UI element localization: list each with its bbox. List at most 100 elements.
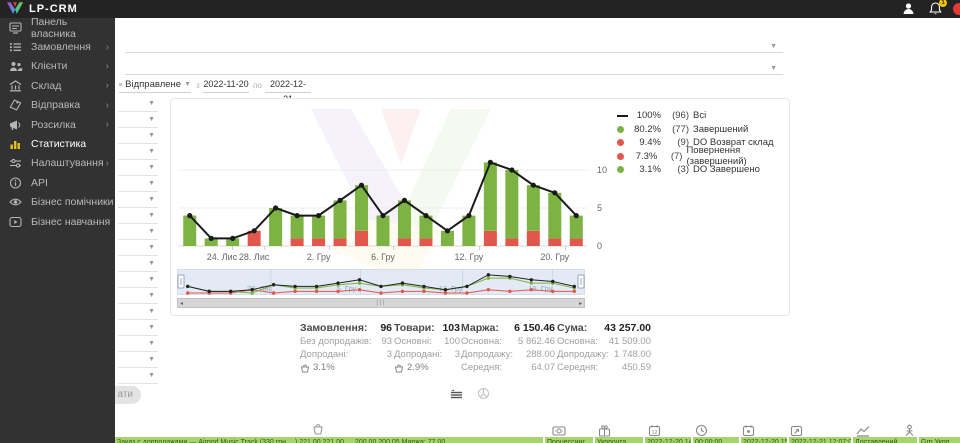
legend-item[interactable]: 7.3% (7) Повернення (завершений) (617, 145, 789, 167)
svg-text:5. Гру: 5. Гру (337, 284, 357, 293)
chart-navigator[interactable]: 28. Лис 5. Гру 12. Гру 19. Гру (177, 269, 585, 295)
stat-value: 103 (442, 322, 460, 334)
lg-cnt: (77) (672, 123, 689, 135)
mini-filter-select[interactable]: ▼ (118, 112, 158, 128)
user-account-icon[interactable] (902, 2, 915, 20)
sidebar-item-assistants[interactable]: Бізнес помічники (0, 193, 115, 212)
mini-filter-select[interactable]: ▼ (118, 256, 158, 272)
mini-filter-select[interactable]: ▼ (118, 160, 158, 176)
chevron-down-icon: ▼ (148, 372, 155, 379)
order-row-cell[interactable]: Доставлений (853, 437, 917, 443)
sidebar-item-orders[interactable]: Замовлення › (0, 37, 115, 56)
stat-sub-row: Без допродажів: 93 (300, 335, 392, 348)
date-type-select[interactable]: Відправлене ▼ (119, 77, 191, 93)
filter-select-2[interactable]: ▼ (125, 55, 783, 75)
order-row-cell[interactable]: Укрпочта (595, 437, 643, 443)
legend-dot-swatch (617, 166, 631, 174)
mini-filter-select[interactable]: ▼ (118, 272, 158, 288)
stat-sub-row: Середня: 64.07 (461, 361, 555, 374)
lg-cnt: (7) (670, 150, 683, 162)
mini-filter-select[interactable]: ▼ (118, 128, 158, 144)
date-from-input[interactable]: 2022-11-20 (203, 77, 249, 93)
order-row-cell[interactable]: 2022-12-21 12:07:05 (789, 437, 851, 443)
sidebar-item-shipping[interactable]: Відправка › (0, 96, 115, 115)
legend-item[interactable]: 100% (96) Всі (617, 109, 789, 123)
sidebar-item-label: Розсилка (31, 118, 76, 131)
mini-filter-select[interactable]: ▼ (118, 192, 158, 208)
mini-filter-select[interactable]: ▼ (118, 224, 158, 240)
notifications-bell-icon[interactable]: 1 (929, 0, 947, 20)
order-row-cell[interactable]: Процессинг (545, 437, 593, 443)
sidebar-item-settings[interactable]: Налаштування › (0, 154, 115, 173)
upsell-percent: 3.1% (313, 362, 335, 373)
mini-filter-select[interactable]: ▼ (118, 96, 158, 112)
statistics-icon (9, 138, 24, 150)
stat-column: Сума: 43 257.00 Основна: 41 509.00 Допродажу… (557, 322, 651, 374)
sidebar-item-statistics[interactable]: Статистика (0, 134, 115, 153)
stat-title-row: Маржа: 6 150.46 (461, 322, 555, 335)
legend-item[interactable]: 3.1% (3) DO Завершено (617, 163, 789, 177)
stat-value: 1 748.00 (614, 349, 651, 360)
svg-text:12. Гру: 12. Гру (454, 252, 483, 262)
chevron-right-icon: › (105, 99, 109, 111)
mini-filter-select[interactable]: ▼ (118, 320, 158, 336)
stat-value: 450.59 (621, 362, 651, 373)
sidebar-item-mailing[interactable]: Розсилка › (0, 115, 115, 134)
lg-pct: 9.4% (639, 137, 661, 149)
chevron-down-icon: ▼ (148, 244, 155, 251)
sidebar-item-label: Панель власника (31, 15, 76, 40)
legend-item[interactable]: 9.4% (9) DO Возврат склад (617, 136, 789, 150)
globe-view-toggle-icon[interactable] (477, 387, 490, 405)
chart-scrollbar[interactable]: ◂ ||| ▸ (177, 298, 585, 308)
svg-text:20. Гру: 20. Гру (540, 252, 569, 262)
date-to-input[interactable]: 2022-12-21 (265, 77, 311, 104)
chevron-down-icon: ▼ (770, 43, 777, 50)
mini-filter-select[interactable]: ▼ (118, 144, 158, 160)
legend-dot-swatch (617, 152, 631, 160)
order-row-cell[interactable]: Grp Укрп (919, 437, 960, 443)
mini-filter-select[interactable]: ▼ (118, 176, 158, 192)
legend-item[interactable]: 80.2% (77) Завершений (617, 123, 789, 137)
stat-value: 43 257.00 (604, 322, 651, 334)
sidebar-item-warehouse[interactable]: Склад › (0, 76, 115, 95)
legend-line-swatch (617, 114, 631, 117)
order-row-cell[interactable]: 2022-12-20 14:10:06 (645, 437, 691, 443)
sidebar-item-clients[interactable]: Клієнти › (0, 57, 115, 76)
order-row-cell[interactable]: 00:00:00 (693, 437, 739, 443)
training-video-icon (9, 216, 24, 228)
clients-icon (9, 60, 24, 72)
table-view-toggle-icon[interactable] (450, 387, 463, 405)
stat-label: Допродані: (300, 349, 349, 360)
mini-filter-select[interactable]: ▼ (118, 240, 158, 256)
sidebar-item-panel[interactable]: Панель власника (0, 15, 115, 40)
alert-dot-icon[interactable] (953, 3, 960, 15)
stat-sub-row: Середня: 450.59 (557, 361, 651, 374)
mini-filter-select[interactable]: ▼ (118, 368, 158, 384)
filter-select-1[interactable]: ▼ (125, 33, 783, 53)
stat-value: 93 (381, 336, 392, 347)
mini-filter-select[interactable]: ▼ (118, 288, 158, 304)
lg-pct: 100% (636, 110, 661, 122)
mini-filter-select[interactable]: ▼ (118, 352, 158, 368)
stat-sub-row: Основна: 41 509.00 (557, 335, 651, 348)
calendar-export-icon (790, 424, 803, 442)
lg-cnt: (96) (672, 110, 689, 122)
mini-filter-select[interactable]: ▼ (118, 304, 158, 320)
warehouse-icon (9, 80, 24, 92)
scroll-left-icon[interactable]: ◂ (180, 300, 184, 307)
mini-filter-select[interactable]: ▼ (118, 208, 158, 224)
brand-name: LP-CRM (29, 2, 78, 15)
sidebar-item-training[interactable]: Бізнес навчання (0, 212, 115, 231)
mini-filter-select[interactable]: ▼ (118, 336, 158, 352)
stat-label: Допродажу: (461, 349, 514, 360)
stat-label: Допродані: (394, 349, 443, 360)
stat-column: Маржа: 6 150.46 Основна: 5 862.46 Допродажу:… (461, 322, 555, 374)
sidebar-item-api[interactable]: API (0, 173, 115, 192)
scroll-right-icon[interactable]: ▸ (578, 300, 582, 307)
order-row-cell[interactable]: Заказ с допродажами — Airpod Music Track… (115, 437, 543, 443)
chevron-down-icon: ▼ (148, 260, 155, 267)
stat-value: 100 (444, 336, 460, 347)
scrollbar-grip[interactable]: ||| (376, 300, 386, 306)
stat-column: Товари: 103 Основні: 100 Допродані: 3 2.9% (394, 322, 460, 374)
order-row-cell[interactable]: 2022-12-20 15:00:20 (741, 437, 787, 443)
